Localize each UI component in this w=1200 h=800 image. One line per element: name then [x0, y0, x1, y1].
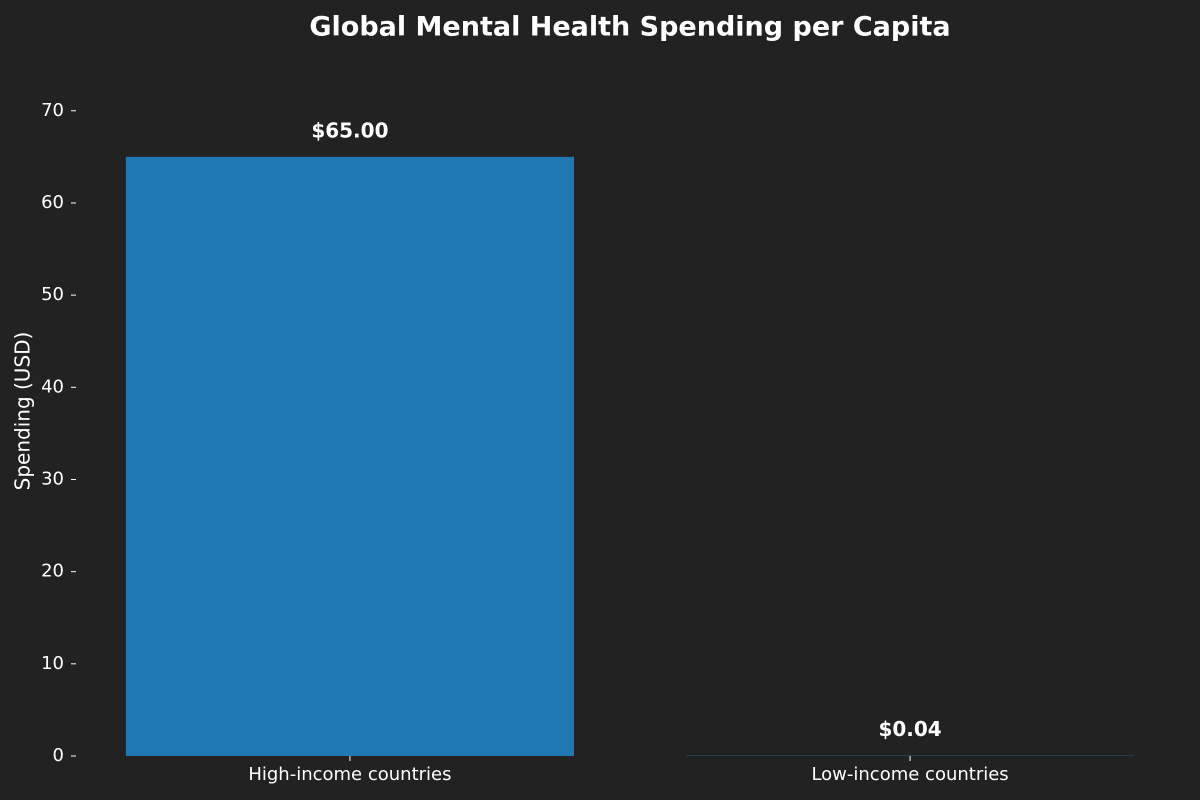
y-tick-label: 60: [41, 192, 64, 213]
chart-title: Global Mental Health Spending per Capita: [309, 12, 950, 43]
y-axis-label: Spending (USD): [11, 332, 35, 491]
y-tick-label: 30: [41, 468, 64, 489]
y-tick-label: 50: [41, 284, 64, 305]
bar: [125, 156, 574, 756]
y-tick-label: 40: [41, 376, 64, 397]
value-label: $0.04: [878, 717, 941, 741]
x-tick-label: Low-income countries: [811, 764, 1008, 785]
y-tick-label: 10: [41, 653, 64, 674]
x-tick-label: High-income countries: [248, 764, 451, 785]
y-tick-label: 70: [41, 100, 64, 121]
y-tick-label: 20: [41, 561, 64, 582]
value-label: $65.00: [311, 118, 388, 142]
y-tick-label: 0: [53, 745, 64, 766]
